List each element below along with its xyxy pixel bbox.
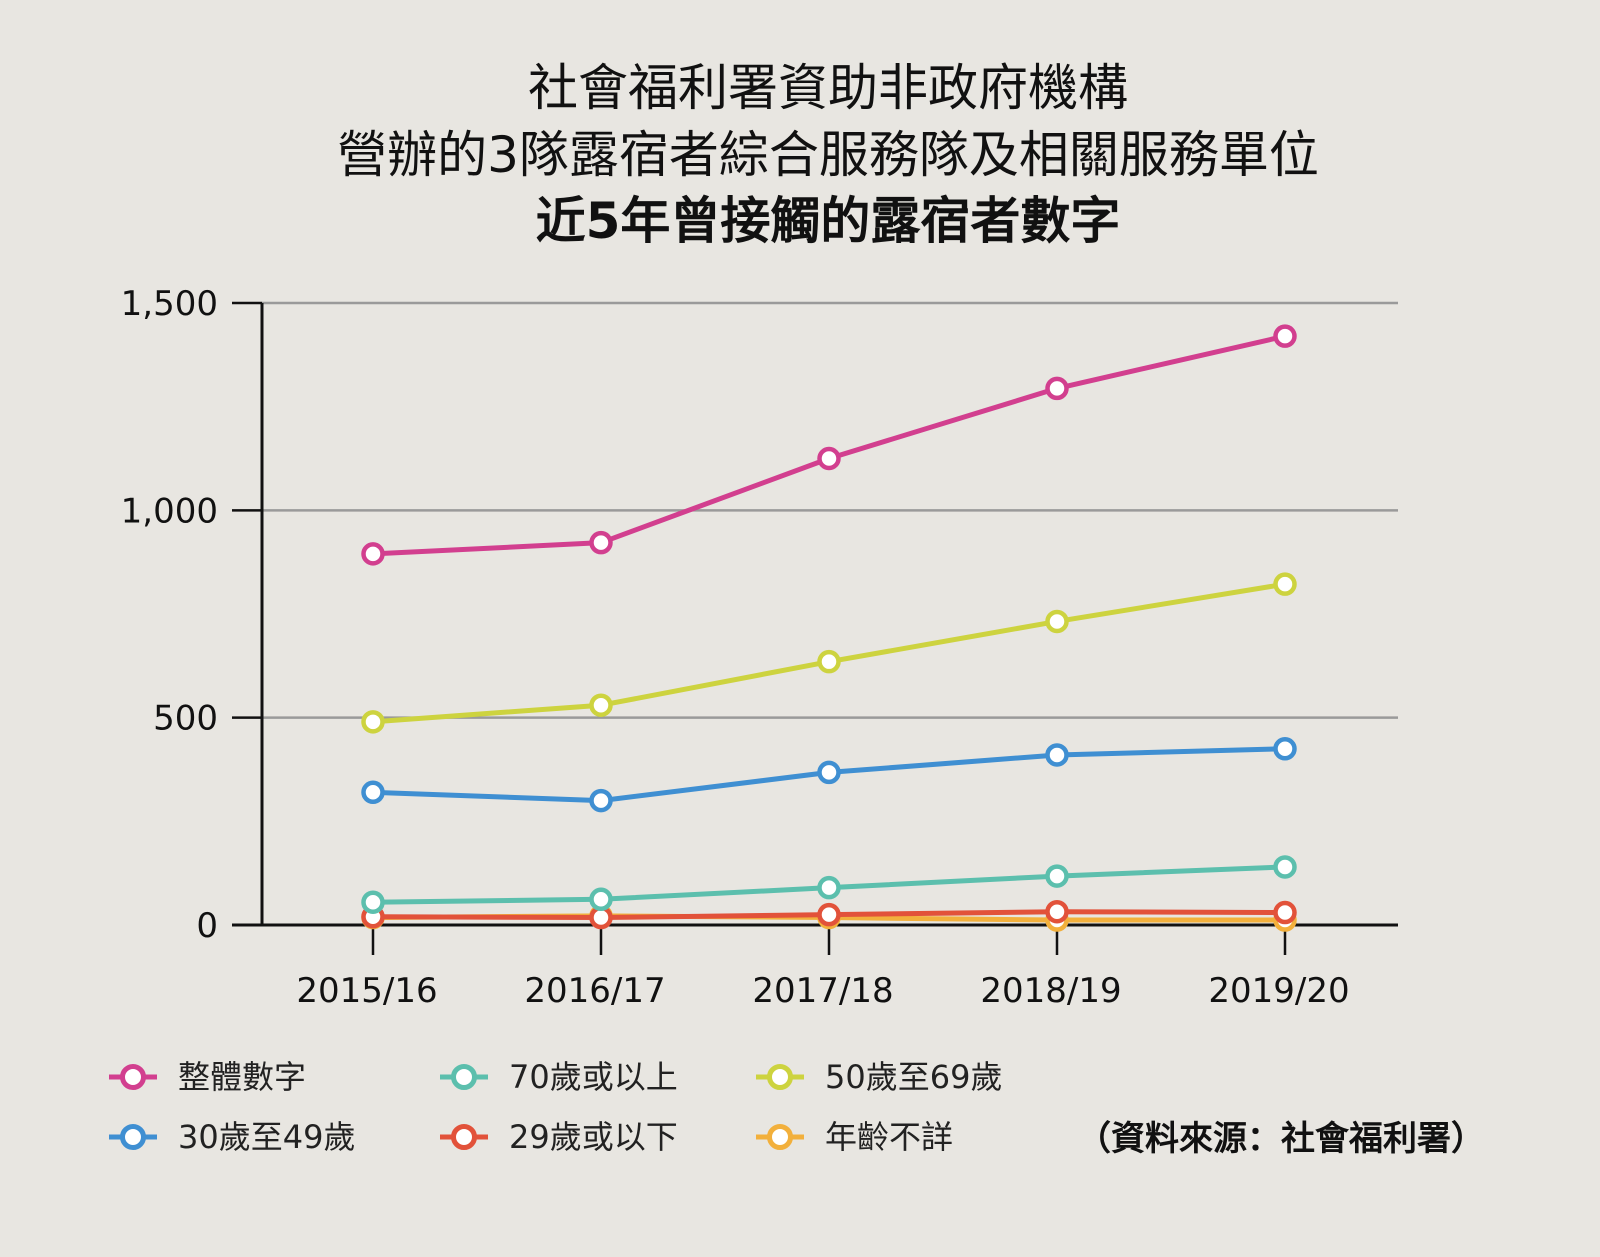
- legend-item: 50歲至69歲: [756, 1058, 1002, 1096]
- legend-item: 29歲或以下: [440, 1118, 678, 1156]
- legend-swatch-marker: [767, 1124, 793, 1150]
- legend-item: 整體數字: [109, 1058, 306, 1096]
- data-point: [589, 693, 613, 717]
- data-point: [1045, 376, 1069, 401]
- legend-swatch-marker: [120, 1124, 146, 1150]
- data-point: [1273, 737, 1297, 761]
- legend-label: 30歲至49歲: [178, 1118, 355, 1156]
- series-lines: [361, 324, 1297, 932]
- data-point: [817, 649, 841, 674]
- x-tick-label: 2018/19: [980, 971, 1121, 1011]
- series-50歲至69歲: [361, 572, 1297, 734]
- data-point: [589, 788, 613, 813]
- source-note: （資料來源：社會福利署）: [1077, 1119, 1485, 1159]
- series-line: [372, 333, 1286, 557]
- data-point: [361, 710, 385, 734]
- legend-label: 70歲或以上: [509, 1058, 678, 1096]
- legend-swatch-marker: [767, 1064, 793, 1090]
- data-point: [817, 760, 841, 785]
- series-70歲或以上: [361, 855, 1297, 914]
- title-line-1: 社會福利署資助非政府機構: [528, 59, 1128, 117]
- x-tick-label: 2017/18: [752, 971, 893, 1011]
- data-point: [361, 890, 385, 914]
- data-point: [1273, 572, 1297, 596]
- y-tick-label: 0: [196, 906, 218, 946]
- data-point: [1045, 609, 1069, 634]
- data-point: [1045, 743, 1069, 767]
- legend-label: 年齡不詳: [825, 1118, 953, 1156]
- x-tick-labels: 2015/16 2016/17 2017/18 2018/19 2019/20: [296, 971, 1349, 1011]
- y-tick-label: 500: [153, 699, 218, 739]
- data-point: [1045, 899, 1069, 924]
- title-line-3: 近5年曾接觸的露宿者數字: [536, 192, 1121, 250]
- legend-swatch-marker: [120, 1064, 146, 1090]
- legend-swatch-marker: [451, 1124, 477, 1150]
- data-point: [1273, 855, 1297, 879]
- legend-label: 50歲至69歲: [825, 1058, 1002, 1096]
- legend-item: 30歲至49歲: [109, 1118, 355, 1156]
- legend-item: 年齡不詳: [756, 1118, 953, 1156]
- x-tick-label: 2019/20: [1208, 971, 1349, 1011]
- data-point: [1273, 900, 1297, 925]
- legend: 整體數字 70歲或以上 50歲至69歲 30歲至49歲 29歲或以下 年齡不詳: [109, 1058, 1002, 1156]
- series-整體數字: [361, 324, 1297, 566]
- data-point: [361, 780, 385, 805]
- data-point: [589, 887, 613, 912]
- data-point: [589, 530, 613, 555]
- data-point: [817, 446, 841, 471]
- data-point: [1045, 864, 1069, 888]
- axes: [232, 301, 1398, 955]
- x-tick-label: 2015/16: [296, 971, 437, 1011]
- data-point: [361, 542, 385, 566]
- legend-item: 70歲或以上: [440, 1058, 678, 1096]
- y-tick-label: 1,000: [121, 491, 218, 531]
- x-tick-label: 2016/17: [524, 971, 665, 1011]
- title-line-2: 營辦的3隊露宿者綜合服務隊及相關服務單位: [337, 126, 1319, 184]
- data-point: [1273, 324, 1297, 348]
- y-tick-label: 1,500: [121, 284, 218, 324]
- y-tick-labels: 0 500 1,000 1,500: [121, 284, 218, 946]
- legend-label: 整體數字: [178, 1058, 306, 1096]
- data-point: [817, 875, 841, 900]
- data-point: [817, 902, 841, 927]
- chart-title: 社會福利署資助非政府機構 營辦的3隊露宿者綜合服務隊及相關服務單位 近5年曾接觸…: [337, 59, 1319, 250]
- legend-swatch-marker: [451, 1064, 477, 1090]
- legend-label: 29歲或以下: [509, 1118, 678, 1156]
- series-30歲至49歲: [361, 737, 1297, 813]
